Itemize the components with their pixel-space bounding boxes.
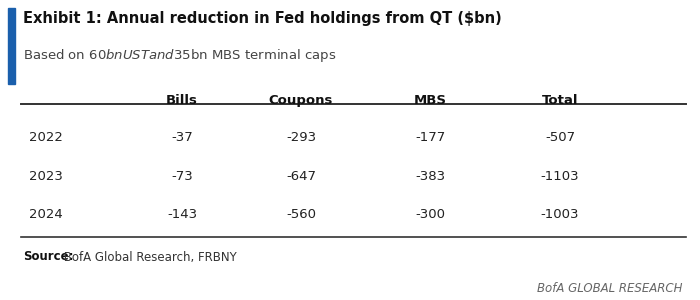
Text: -293: -293 [286, 130, 316, 143]
Text: Bills: Bills [166, 94, 198, 107]
Text: -37: -37 [171, 130, 193, 143]
Text: -507: -507 [545, 130, 575, 143]
Text: 2022: 2022 [29, 130, 63, 143]
Text: -1003: -1003 [540, 208, 580, 221]
Text: -647: -647 [286, 169, 316, 182]
Text: Source:: Source: [23, 250, 74, 263]
Text: -560: -560 [286, 208, 316, 221]
Text: -177: -177 [415, 130, 446, 143]
Text: -73: -73 [171, 169, 193, 182]
Text: -143: -143 [167, 208, 197, 221]
Text: 2023: 2023 [29, 169, 63, 182]
Text: Coupons: Coupons [269, 94, 333, 107]
Text: -300: -300 [416, 208, 445, 221]
Text: 2024: 2024 [29, 208, 63, 221]
Text: Exhibit 1: Annual reduction in Fed holdings from QT ($bn): Exhibit 1: Annual reduction in Fed holdi… [23, 11, 502, 26]
Text: BofA Global Research, FRBNY: BofA Global Research, FRBNY [60, 250, 237, 263]
Text: Total: Total [542, 94, 578, 107]
Text: MBS: MBS [414, 94, 447, 107]
Text: BofA GLOBAL RESEARCH: BofA GLOBAL RESEARCH [537, 282, 682, 295]
Text: -383: -383 [415, 169, 446, 182]
Text: Based on $60bn UST and $35bn MBS terminal caps: Based on $60bn UST and $35bn MBS termina… [23, 46, 337, 64]
Text: -1103: -1103 [540, 169, 580, 182]
